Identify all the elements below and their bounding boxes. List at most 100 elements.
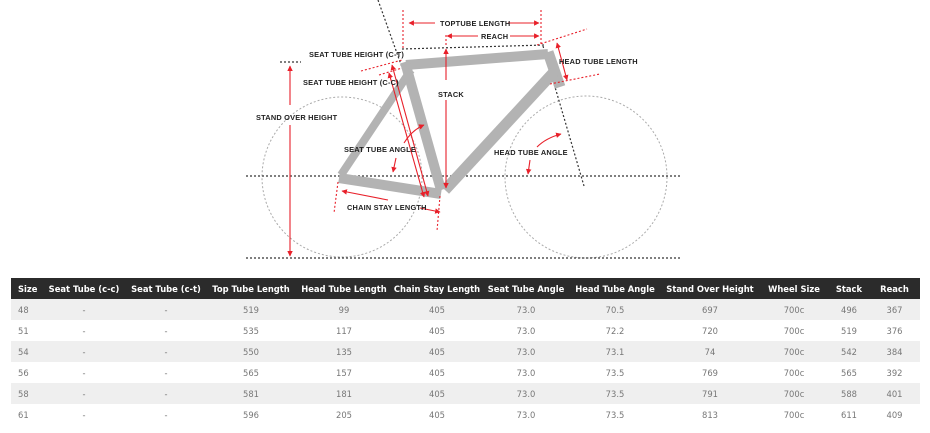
table-cell: 135 bbox=[336, 346, 352, 357]
table-cell: 58 bbox=[18, 388, 29, 399]
table-cell: 70.5 bbox=[605, 304, 625, 315]
table-cell: 74 bbox=[704, 346, 716, 357]
table-cell: 700c bbox=[783, 409, 805, 420]
col-header-seat-tube-cc: Seat Tube (c-c) bbox=[48, 283, 120, 294]
col-header-head-tube-angle: Head Tube Angle bbox=[575, 283, 655, 294]
label-seat-tube-height-cc: SEAT TUBE HEIGHT (C-C) bbox=[303, 78, 399, 87]
label-reach: REACH bbox=[481, 32, 508, 41]
table-cell: 54 bbox=[18, 346, 29, 357]
front-wheel bbox=[504, 95, 668, 259]
table-cell: 405 bbox=[429, 388, 445, 399]
table-cell: 409 bbox=[886, 409, 903, 420]
table-cell: 73.0 bbox=[516, 388, 536, 399]
table-cell: 519 bbox=[243, 304, 259, 315]
table-cell: 405 bbox=[429, 304, 445, 315]
table-cell: 581 bbox=[243, 388, 259, 399]
table-cell: - bbox=[82, 325, 86, 336]
table-cell: 205 bbox=[336, 409, 352, 420]
table-cell: 769 bbox=[702, 367, 718, 378]
table-cell: - bbox=[164, 346, 168, 357]
table-cell: 496 bbox=[841, 304, 857, 315]
table-cell: 73.5 bbox=[605, 367, 625, 378]
col-header-size: Size bbox=[18, 283, 38, 294]
toptube-horizontal-line bbox=[401, 44, 546, 50]
table-cell: - bbox=[164, 409, 168, 420]
table-cell: 73.0 bbox=[516, 325, 536, 336]
table-cell: 720 bbox=[702, 325, 718, 336]
table-cell: 73.0 bbox=[516, 409, 536, 420]
table-cell: 700c bbox=[783, 367, 805, 378]
table-cell: 73.1 bbox=[605, 346, 625, 357]
table-cell: 596 bbox=[243, 409, 259, 420]
col-header-seat-tube-angle: Seat Tube Angle bbox=[487, 283, 565, 294]
table-cell: 700c bbox=[783, 304, 805, 315]
table-cell: 99 bbox=[338, 304, 350, 315]
table-cell: - bbox=[82, 388, 86, 399]
bike-frame bbox=[337, 49, 566, 199]
table-cell: 376 bbox=[886, 325, 903, 336]
seat-tube-axis-line bbox=[377, 0, 446, 189]
table-cell: - bbox=[82, 346, 86, 357]
table-cell: 117 bbox=[336, 325, 352, 336]
table-cell: 401 bbox=[886, 388, 903, 399]
col-header-seat-tube-ct: Seat Tube (c-t) bbox=[131, 283, 201, 294]
table-cell: 700c bbox=[783, 346, 805, 357]
table-row: 48 - - 519 99 405 73.0 70.5 697 700c 496 367 bbox=[11, 299, 920, 320]
table-cell: 700c bbox=[783, 388, 805, 399]
table-cell: 384 bbox=[886, 346, 903, 357]
table-cell: 405 bbox=[429, 409, 445, 420]
col-header-head-tube-length: Head Tube Length bbox=[301, 283, 387, 294]
label-head-tube-length: HEAD TUBE LENGTH bbox=[559, 57, 638, 66]
col-header-top-tube-length: Top Tube Length bbox=[212, 283, 290, 294]
table-cell: 73.5 bbox=[605, 388, 625, 399]
table-cell: 48 bbox=[18, 304, 29, 315]
table-cell: 73.5 bbox=[605, 409, 625, 420]
table-cell: 813 bbox=[702, 409, 718, 420]
table-row: 61 - - 596 205 405 73.0 73.5 813 700c 611 409 bbox=[11, 404, 920, 425]
col-header-stand-over-height: Stand Over Height bbox=[666, 283, 754, 294]
table-cell: 181 bbox=[336, 388, 352, 399]
table-row: 58 - - 581 181 405 73.0 73.5 791 700c 588 401 bbox=[11, 383, 920, 404]
table-cell: - bbox=[82, 367, 86, 378]
col-header-stack: Stack bbox=[835, 283, 863, 294]
table-cell: 157 bbox=[336, 367, 352, 378]
label-stack: STACK bbox=[438, 90, 464, 99]
table-cell: 367 bbox=[886, 304, 903, 315]
col-header-chain-stay-length: Chain Stay Length bbox=[393, 283, 481, 294]
table-cell: - bbox=[82, 409, 86, 420]
col-header-reach: Reach bbox=[880, 283, 909, 294]
label-head-tube-angle: HEAD TUBE ANGLE bbox=[494, 148, 568, 157]
table-cell: 535 bbox=[243, 325, 259, 336]
table-cell: 392 bbox=[886, 367, 903, 378]
table-cell: 56 bbox=[18, 367, 29, 378]
table-row: 54 - - 550 135 405 73.0 73.1 74 700c 542 384 bbox=[11, 341, 920, 362]
table-cell: 550 bbox=[243, 346, 259, 357]
label-toptube-length: TOPTUBE LENGTH bbox=[440, 19, 510, 28]
table-cell: 51 bbox=[18, 325, 29, 336]
table-cell: - bbox=[164, 304, 168, 315]
col-header-wheel-size: Wheel Size bbox=[768, 283, 820, 294]
table-cell: 73.0 bbox=[516, 367, 536, 378]
table-cell: 611 bbox=[841, 409, 857, 420]
label-seat-tube-angle: SEAT TUBE ANGLE bbox=[344, 145, 416, 154]
label-stand-over-height: STAND OVER HEIGHT bbox=[256, 113, 338, 122]
table-cell: 72.2 bbox=[605, 325, 625, 336]
table-cell: 73.0 bbox=[516, 304, 536, 315]
table-cell: 405 bbox=[429, 346, 445, 357]
table-cell: 565 bbox=[243, 367, 259, 378]
label-seat-tube-height-ct: SEAT TUBE HEIGHT (C-T) bbox=[309, 50, 404, 59]
geometry-table: Size Seat Tube (c-c) Seat Tube (c-t) Top… bbox=[11, 278, 920, 425]
table-cell: - bbox=[82, 304, 86, 315]
table-cell: 61 bbox=[18, 409, 29, 420]
table-cell: - bbox=[164, 325, 168, 336]
table-cell: 565 bbox=[841, 367, 857, 378]
table-cell: 405 bbox=[429, 325, 445, 336]
table-cell: 588 bbox=[841, 388, 857, 399]
table-cell: 519 bbox=[841, 325, 857, 336]
table-row: 51 - - 535 117 405 73.0 72.2 720 700c 519 376 bbox=[11, 320, 920, 341]
table-cell: 791 bbox=[702, 388, 718, 399]
table-cell: 405 bbox=[429, 367, 445, 378]
table-header-row: Size Seat Tube (c-c) Seat Tube (c-t) Top… bbox=[11, 278, 920, 299]
table-cell: 700c bbox=[783, 325, 805, 336]
table-cell: - bbox=[164, 367, 168, 378]
